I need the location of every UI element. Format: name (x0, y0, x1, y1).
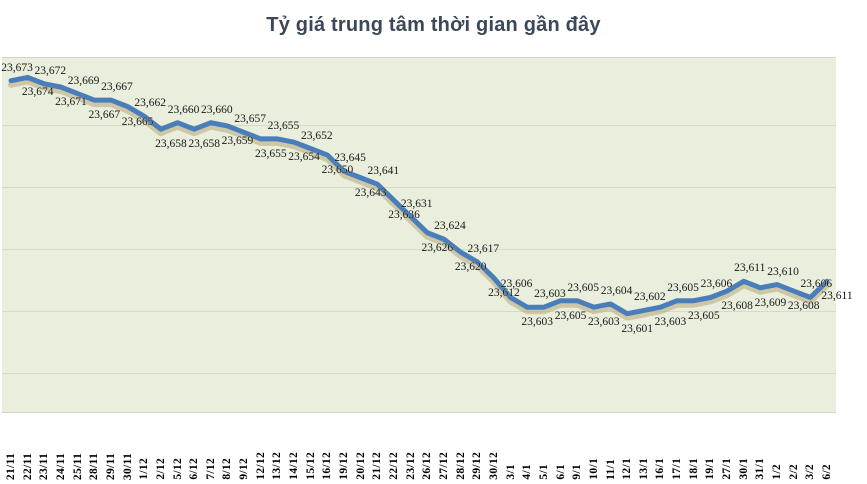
x-axis-tick: 12/1 (621, 458, 634, 480)
x-axis-tick: 27/12 (437, 452, 450, 480)
x-axis-tick: 3/2 (804, 464, 817, 480)
x-axis-tick: 6/2 (821, 464, 833, 480)
gridline (2, 311, 836, 312)
x-axis-tick: 7/12 (204, 458, 217, 480)
x-axis-tick: 26/12 (421, 452, 434, 480)
x-axis-tick: 23/12 (404, 452, 417, 480)
plot-area: 23,673 23,674 23,672 23,671 23,669 23,667 23,6… (1, 57, 853, 413)
x-axis-tick: 9/12 (238, 458, 251, 480)
x-axis: 21/11 22/11 23/11 24/11 25/11 28/11 29/11 30/11… (2, 414, 836, 484)
x-axis-tick: 11/1 (604, 458, 617, 480)
x-axis-tick: 30/1 (737, 458, 750, 480)
x-axis-tick: 23/11 (38, 452, 51, 480)
gridline (2, 249, 836, 250)
x-axis-tick: 22/11 (21, 452, 34, 480)
x-axis-tick: 28/12 (454, 452, 467, 480)
x-axis-tick: 1/2 (771, 464, 784, 480)
x-axis-tick: 5/1 (537, 464, 550, 480)
x-axis-tick: 27/1 (721, 458, 734, 480)
x-axis-tick: 13/12 (271, 452, 284, 480)
x-axis-tick: 17/1 (671, 458, 684, 480)
x-axis-tick: 6/1 (554, 464, 567, 480)
gridline (2, 373, 836, 374)
x-axis-tick: 29/12 (471, 452, 484, 480)
series-line (8, 74, 830, 321)
x-axis-tick: 29/11 (104, 452, 117, 480)
x-axis-tick: 13/1 (637, 458, 650, 480)
chart-title: Tỷ giá trung tâm thời gian gần đây (266, 14, 601, 36)
x-axis-tick: 20/12 (354, 452, 367, 480)
x-axis-tick: 10/1 (587, 458, 600, 480)
x-axis-tick: 1/12 (138, 458, 151, 480)
x-axis-tick: 12/12 (254, 452, 267, 480)
x-axis-tick: 2/2 (787, 464, 800, 480)
x-axis-tick: 3/1 (504, 464, 517, 480)
x-axis-tick: 22/12 (388, 452, 401, 480)
x-axis-tick: 9/1 (571, 464, 584, 480)
x-axis-tick: 8/12 (221, 458, 234, 480)
x-axis-tick: 21/12 (371, 452, 384, 480)
x-axis-tick: 2/12 (154, 458, 167, 480)
x-axis-tick: 5/12 (171, 458, 184, 480)
x-axis-tick: 16/1 (654, 458, 667, 480)
x-axis-tick: 31/1 (754, 458, 767, 480)
x-axis-tick: 6/12 (188, 458, 201, 480)
x-axis-tick: 18/1 (687, 458, 700, 480)
x-axis-tick: 14/12 (288, 452, 301, 480)
gridline (2, 125, 836, 126)
x-axis-tick: 4/1 (521, 464, 534, 480)
x-axis-tick: 30/11 (121, 452, 134, 480)
x-axis-tick: 30/12 (487, 452, 500, 480)
gridline (2, 187, 836, 188)
x-axis-tick: 19/12 (338, 452, 351, 480)
x-axis-tick: 21/11 (5, 452, 17, 480)
x-axis-tick: 25/11 (71, 452, 84, 480)
x-axis-tick: 24/11 (54, 452, 67, 480)
x-axis-tick: 19/1 (704, 458, 717, 480)
x-axis-tick: 16/12 (321, 452, 334, 480)
x-axis-tick: 28/11 (88, 452, 101, 480)
x-axis-tick: 15/12 (304, 452, 317, 480)
